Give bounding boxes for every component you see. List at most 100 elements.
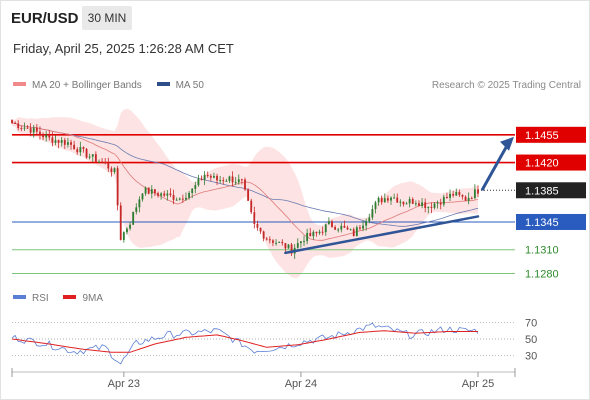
candle-body [396, 197, 399, 203]
candle-body [436, 202, 439, 204]
candle-body [371, 209, 374, 218]
candle-body [315, 231, 318, 234]
level-label-1.1420: 1.1420 [525, 158, 559, 170]
candle-body [209, 175, 212, 178]
x-tick-label: Apr 23 [108, 378, 140, 390]
candle-body [240, 179, 243, 181]
rsi-ma-line [11, 330, 478, 353]
candle-body [169, 193, 172, 196]
candle-body [225, 180, 228, 182]
level-box-1.1420 [516, 154, 586, 171]
candle-body [390, 197, 392, 201]
candle-body [160, 193, 163, 196]
candle-body [424, 202, 427, 209]
candle-body [290, 244, 293, 254]
candle-body [166, 193, 169, 196]
candle-body [35, 127, 38, 132]
candle-body [203, 174, 206, 180]
candle-body [60, 140, 63, 143]
candle-body [20, 128, 23, 130]
candle-body [414, 203, 417, 205]
level-label-1.1280: 1.1280 [525, 268, 559, 280]
candle-body [365, 221, 368, 226]
candle-body [163, 193, 166, 196]
rsi-legend: RSI 9MA [13, 293, 103, 304]
candle-body [411, 199, 414, 204]
candle-body [421, 202, 424, 206]
level-label-1.1310: 1.1310 [525, 245, 559, 257]
level-label-1.1385: 1.1385 [525, 185, 559, 197]
candle-body [45, 134, 48, 138]
candle-body [185, 197, 187, 200]
candle-body [284, 243, 287, 249]
candle-body [427, 206, 430, 209]
candle-body [150, 189, 153, 194]
chart-header: EUR/USD 30 MIN [0, 0, 588, 36]
projection-arrow-head [500, 136, 514, 151]
candle-body [306, 232, 309, 242]
candle-body [318, 231, 321, 234]
candle-body [377, 197, 380, 203]
ma20-legend-label: MA 20 + Bollinger Bands [32, 80, 142, 91]
candle-body [147, 187, 150, 194]
candle-body [216, 175, 218, 181]
candle-body [222, 180, 225, 182]
candle-body [48, 134, 51, 138]
candle-body [253, 212, 256, 224]
candle-body [175, 199, 178, 201]
timeframe-button[interactable]: 30 MIN [82, 6, 132, 30]
candle-body [452, 193, 455, 196]
rsi-tick-label: 30 [525, 351, 537, 363]
candle-body [477, 189, 479, 194]
rsi-ma-legend-label: 9MA [82, 293, 104, 304]
candle-body [51, 137, 54, 143]
candle-body [194, 185, 197, 189]
candle-body [70, 142, 72, 145]
rsi-line [11, 322, 479, 365]
candle-body [303, 241, 305, 243]
candle-body [200, 178, 203, 180]
projection-arrow-shaft [480, 143, 510, 192]
candle-body [54, 140, 57, 143]
candle-body [234, 182, 237, 184]
candle-body [63, 140, 66, 145]
candle-body [244, 179, 246, 190]
candle-body [473, 189, 476, 198]
level-box-1.1385 [516, 182, 586, 199]
candle-body [32, 127, 35, 133]
credit-text: Research © 2025 Trading Central [431, 80, 581, 91]
level-label-1.1455: 1.1455 [525, 130, 559, 142]
candle-body [101, 161, 104, 163]
candle-body [455, 192, 458, 196]
candle-body [324, 224, 327, 233]
candle-body [386, 198, 389, 201]
candle-body [132, 211, 135, 225]
candle-body [433, 203, 436, 208]
candle-body [439, 202, 442, 205]
candle-body [141, 193, 144, 200]
candle-body [355, 227, 358, 237]
candle-body [110, 168, 113, 173]
candle-body [287, 244, 290, 249]
candle-body [312, 231, 315, 237]
candle-body [39, 131, 41, 135]
candle-body [91, 154, 94, 157]
candle-body [393, 197, 396, 199]
candle-body [327, 221, 330, 225]
candle-body [458, 192, 461, 195]
candle-body [129, 224, 131, 229]
candle-body [138, 199, 141, 208]
candle-body [405, 203, 408, 205]
rsi-ma-swatch [63, 295, 77, 300]
candle-body [259, 227, 262, 232]
candle-body [66, 142, 69, 145]
candle-body [17, 123, 20, 129]
candle-body [281, 241, 284, 244]
candle-body [57, 140, 60, 143]
main-legend: MA 20 + Bollinger Bands MA 50 [13, 80, 204, 91]
candle-body [23, 127, 26, 129]
candle-body [197, 178, 200, 186]
candle-body [461, 194, 464, 197]
candle-body [157, 193, 159, 196]
